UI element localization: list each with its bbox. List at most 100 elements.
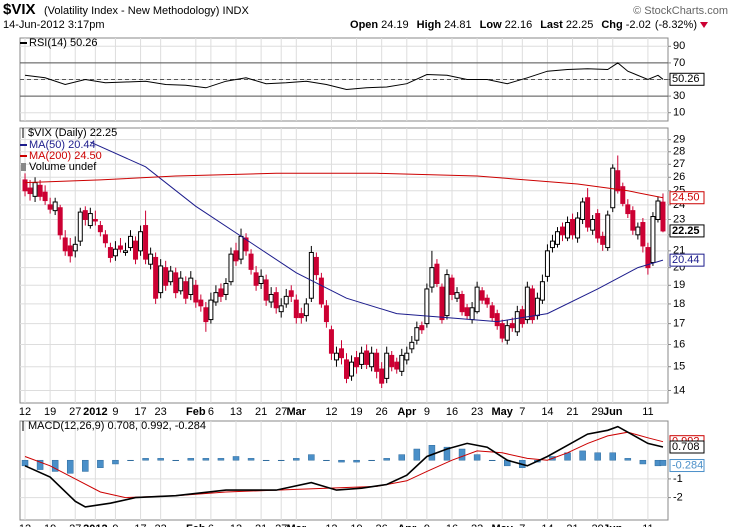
candle-body (474, 286, 480, 313)
value-tag (669, 440, 705, 454)
quote-label: Chg (601, 19, 622, 31)
histogram-bar (51, 459, 59, 472)
candle-body (163, 267, 169, 286)
quote-value: 22.25 (566, 19, 594, 31)
value-tag (669, 72, 705, 86)
x-tick-label: 12 (19, 406, 31, 418)
x-tick-label: 6 (208, 406, 214, 418)
x-tick-label: 12 (19, 523, 31, 527)
quote-value: -2.02 (626, 19, 651, 31)
candle-body (585, 197, 591, 228)
candle-body (168, 270, 174, 283)
x-tick-label: 23 (155, 406, 167, 418)
candle-body (117, 245, 123, 250)
value-tag (669, 224, 705, 238)
candle-body (429, 267, 435, 288)
candle-body (138, 231, 144, 252)
x-tick-label: 7 (519, 523, 525, 527)
candle-body (504, 325, 510, 341)
histogram-bar (127, 459, 134, 461)
candle-body (379, 368, 385, 384)
candle-body (389, 354, 395, 368)
candle-body (87, 213, 93, 227)
candle-body (514, 311, 520, 333)
x-tick-label: Feb (186, 523, 206, 527)
candle-body (258, 275, 264, 284)
y-tick-label: 26 (673, 171, 685, 183)
candle-body (273, 292, 279, 309)
histogram-bar (157, 458, 164, 461)
candle-body (640, 222, 646, 247)
candle-body (459, 293, 465, 313)
candle-body (208, 299, 214, 321)
candle-body (107, 247, 113, 258)
candle-body (22, 179, 28, 192)
candle-body (198, 299, 204, 307)
candle-body (228, 253, 234, 283)
y-tick-label: 28 (673, 146, 685, 158)
candle-body (328, 329, 334, 354)
candle-body (449, 277, 455, 295)
candle-body (660, 201, 666, 232)
series-line (24, 431, 664, 499)
candle-body (77, 211, 83, 242)
histogram-bar (82, 459, 89, 472)
candle-body (424, 288, 430, 325)
x-tick-label: 9 (424, 406, 430, 418)
candle-body (635, 226, 641, 236)
x-tick-label: 19 (350, 523, 362, 527)
candle-body (454, 292, 460, 299)
histogram-bar (488, 459, 496, 461)
candle-body (570, 219, 576, 236)
candle-body (575, 217, 581, 239)
candle-body (133, 240, 139, 260)
candle-body (359, 352, 365, 365)
y-tick-label: 30 (673, 90, 685, 102)
candle-body (404, 352, 410, 361)
candle-body (333, 352, 339, 361)
candle-body (489, 305, 495, 319)
candle-body (595, 213, 601, 239)
y-tick-label: 23 (673, 213, 685, 225)
value-tag (669, 253, 705, 267)
histogram-bar (323, 459, 330, 461)
candle-body (374, 352, 380, 372)
x-tick-label: 17 (134, 523, 146, 527)
candle-body (92, 219, 98, 222)
x-tick-label: 2012 (83, 406, 107, 418)
x-tick-label: 11 (642, 523, 653, 527)
candle-body (338, 348, 344, 359)
y-tick-label: 17 (673, 318, 685, 330)
histogram-bar (659, 459, 667, 466)
candle-body (539, 281, 545, 301)
histogram-bar (36, 459, 44, 470)
x-tick-label: 23 (471, 523, 483, 527)
histogram-bar (262, 459, 270, 461)
x-tick-label: Apr (397, 406, 417, 418)
candle-body (153, 256, 159, 299)
candle-body (143, 225, 149, 260)
series-line (24, 172, 664, 199)
y-tick-label: 14 (673, 384, 685, 396)
x-tick-label: 23 (155, 523, 167, 527)
quote-value: 24.19 (381, 19, 409, 31)
candle-body (645, 247, 651, 269)
x-tick-label: 12 (325, 406, 337, 418)
histogram-bar (97, 459, 104, 468)
y-tick-label: 18 (673, 298, 685, 310)
candle-body (419, 325, 425, 331)
x-tick-label: 23 (471, 406, 483, 418)
candle-body (469, 307, 475, 321)
histogram-bar (247, 458, 255, 461)
candle-body (484, 297, 490, 305)
candle-body (323, 305, 329, 323)
description: (Volatility Index - New Methodology) IND… (44, 5, 249, 17)
y-tick-label: -2 (673, 491, 683, 503)
x-tick-label: Jun (603, 406, 623, 418)
candle-body (318, 277, 324, 305)
y-tick-label: 15 (673, 361, 685, 373)
x-tick-label: 19 (44, 523, 56, 527)
histogram-bar (624, 458, 632, 461)
histogram-bar (609, 452, 616, 461)
